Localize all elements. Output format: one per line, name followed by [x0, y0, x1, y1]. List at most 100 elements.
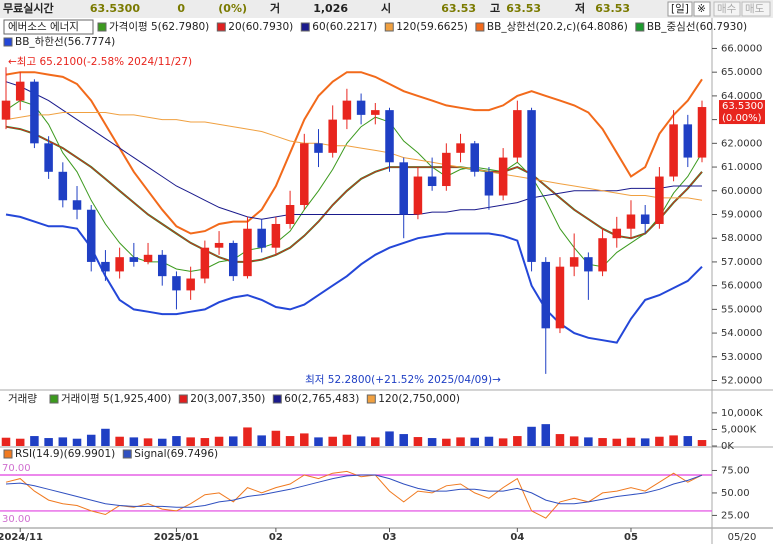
legend-label: BB_상한선(20.2,c)(64.8086)	[487, 21, 628, 33]
period-label[interactable]: [일]	[671, 2, 689, 15]
candle-body	[470, 143, 479, 172]
bollinger-band	[5, 213, 703, 344]
candle-body	[413, 176, 423, 215]
buy-label[interactable]: 매수	[717, 3, 737, 15]
candle-body	[669, 124, 678, 177]
legend-swatch	[3, 37, 13, 47]
volume-bar	[229, 436, 238, 446]
volume-bar	[413, 437, 423, 446]
moving-average	[5, 126, 703, 263]
candle-body	[186, 278, 195, 291]
header-price: 63.5300	[90, 2, 140, 15]
volume-bar	[243, 427, 252, 446]
legend-label: 120(59.6625)	[396, 21, 468, 33]
high-annotation: ←최고 65.2100(-2.58% 2024/11/27)	[8, 56, 192, 68]
legend-label: RSI(14.9)(69.9901)	[15, 448, 115, 460]
legend-label: 20(60.7930)	[228, 21, 293, 33]
volume-bar	[356, 436, 366, 446]
volume-bar	[513, 436, 522, 446]
volume-bar	[257, 435, 266, 446]
candle-body	[86, 209, 96, 262]
last-price-box	[719, 100, 765, 125]
y-tick-label: 52.0000	[721, 376, 762, 387]
volume-bar	[612, 438, 622, 446]
candle-body	[655, 176, 664, 224]
y-tick-label: 59.0000	[721, 209, 762, 220]
stock-name-box	[3, 19, 94, 35]
volume-title: 거래량	[8, 393, 37, 405]
bollinger-band	[5, 71, 703, 235]
candle-body	[1, 100, 11, 120]
volume-bar	[129, 437, 139, 446]
volume-bar	[442, 438, 451, 446]
y-tick-label: 57.0000	[721, 257, 762, 268]
legend-label: 60(60.2217)	[312, 21, 377, 33]
y-tick-label: 55.0000	[721, 304, 762, 315]
volume-bar	[115, 436, 124, 446]
legend-swatch	[49, 394, 59, 404]
x-tick-label: 02	[269, 532, 283, 543]
y-tick-label: 54.0000	[721, 328, 762, 339]
candle-body	[342, 100, 352, 120]
period-button[interactable]	[667, 1, 693, 17]
x-tick-label: 05	[624, 532, 638, 543]
candle-body	[513, 110, 522, 158]
candle-body	[626, 214, 636, 229]
volume-bar	[72, 438, 82, 446]
legend-swatch	[635, 22, 645, 32]
volume-bar	[371, 437, 380, 446]
header-label: 무료실시간	[3, 1, 54, 15]
x-tick-label: 2025/01	[154, 532, 199, 543]
moving-average	[5, 112, 703, 201]
volume-bar	[271, 430, 281, 446]
volume-bar	[186, 437, 195, 446]
volume-bar	[342, 434, 352, 446]
legend-label: 20(3,007,350)	[190, 393, 265, 405]
candle-body	[243, 228, 252, 277]
candle-body	[584, 257, 593, 272]
candle-body	[214, 242, 224, 248]
volume-bar	[527, 426, 536, 446]
candle-body	[129, 257, 139, 262]
y-tick-label: 75.00	[721, 465, 750, 476]
volume-bar	[172, 436, 181, 446]
header-change-pct: (0%)	[218, 2, 247, 15]
header-volume: 1,026	[313, 2, 348, 15]
volume-bar	[697, 440, 707, 446]
legend-swatch	[300, 22, 310, 32]
stock-name: 에버소스 에너지	[8, 21, 79, 33]
buy-button[interactable]	[713, 1, 741, 17]
candle-body	[200, 247, 210, 279]
option-label[interactable]: ※	[697, 3, 706, 15]
volume-bar	[470, 437, 479, 446]
legend-label: 60(2,765,483)	[284, 393, 359, 405]
y-tick-label: 56.0000	[721, 281, 762, 292]
y-tick-label: 5,000K	[721, 424, 757, 435]
legend-label: BB_하한선(56.7774)	[15, 35, 115, 48]
volume-bar	[1, 437, 11, 446]
candle-body	[257, 228, 266, 248]
volume-bar	[569, 436, 579, 446]
legend-swatch	[475, 22, 485, 32]
volume-bar	[58, 437, 68, 446]
candle-body	[427, 176, 437, 187]
volume-bar	[44, 438, 53, 446]
candle-body	[612, 228, 622, 239]
volume-bar	[285, 436, 295, 446]
legend-label: 거래이평 5(1,925,400)	[61, 393, 171, 405]
candle-body	[300, 143, 309, 205]
legend-swatch	[178, 394, 188, 404]
candle-body	[498, 157, 508, 196]
candle-body	[697, 107, 707, 158]
header-low: 63.53	[595, 2, 630, 15]
option-button[interactable]	[693, 1, 711, 17]
candle-body	[385, 110, 394, 163]
sell-label[interactable]: 매도	[745, 3, 765, 15]
volume-bar	[484, 436, 494, 446]
sell-button[interactable]	[741, 1, 771, 17]
candle-body	[399, 162, 408, 215]
candle-body	[484, 171, 494, 196]
y-tick-label: 58.0000	[721, 233, 762, 244]
volume-bar	[157, 438, 167, 446]
